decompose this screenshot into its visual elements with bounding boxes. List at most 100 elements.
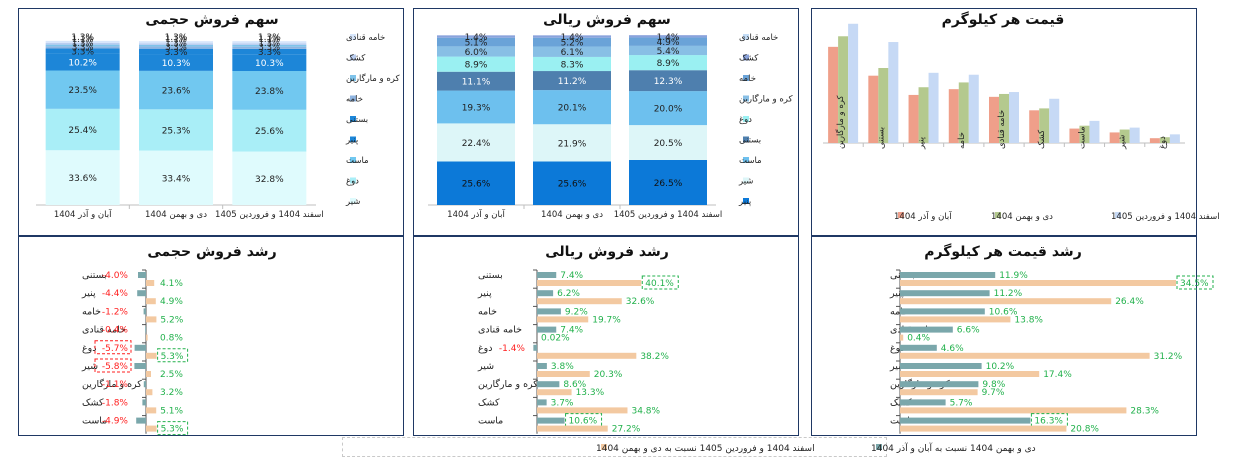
bar xyxy=(908,94,919,143)
category-label: پنیر xyxy=(477,288,492,299)
category-label: خامه قنادی xyxy=(82,325,126,336)
data-label: 3.8% xyxy=(551,362,574,372)
data-label: 11.2% xyxy=(558,77,587,87)
growth-bar xyxy=(537,417,565,424)
highlight-box xyxy=(157,348,189,363)
bar-segment xyxy=(232,46,307,49)
data-label: 10.6% xyxy=(989,307,1018,317)
bar-segment xyxy=(437,46,515,57)
bar-segment xyxy=(232,71,307,110)
data-label: -4.0% xyxy=(102,271,129,281)
bar xyxy=(968,74,979,143)
x-tick-label: شیر xyxy=(1118,135,1128,150)
bar-segment xyxy=(629,125,707,160)
data-label: 6.2% xyxy=(557,289,580,299)
data-label: 10.2% xyxy=(986,362,1015,372)
data-label: 1.4% xyxy=(657,33,680,43)
data-label: 13.3% xyxy=(576,388,605,398)
data-label: -1.8% xyxy=(102,398,129,408)
data-label-small: 1.3% xyxy=(259,39,281,49)
growth-bar xyxy=(533,344,537,351)
category-label: بستنی xyxy=(478,270,503,281)
legend-label: پنیر xyxy=(345,136,359,146)
bar-segment xyxy=(533,46,611,57)
growth-bar xyxy=(900,399,946,406)
data-label: 20.1% xyxy=(558,104,587,114)
data-label: 4.6% xyxy=(941,344,964,354)
growth-bar xyxy=(134,344,146,351)
data-label: 6.0% xyxy=(465,48,488,58)
growth-bar xyxy=(143,381,146,388)
x-tick-label: آبان و آذر 1404 xyxy=(54,208,112,220)
category-label: دوغ xyxy=(890,343,905,354)
legend-label: خامه قنادی xyxy=(739,33,778,43)
legend-label: آبان و آذر 1404 xyxy=(894,210,952,222)
chart-title: سهم فروش حجمی xyxy=(145,12,278,28)
growth-bar xyxy=(900,417,1031,424)
legend-label: دوغ xyxy=(739,115,752,125)
bar-segment xyxy=(232,109,307,152)
x-tick-label: بستنی xyxy=(876,127,886,149)
category-label: خامه xyxy=(478,306,497,317)
data-label: 5.2% xyxy=(160,315,183,325)
growth-bar xyxy=(146,371,151,377)
data-label: 2.5% xyxy=(160,370,183,380)
legend-label: کره و مارگارین xyxy=(739,94,793,105)
data-label: 5.3% xyxy=(161,352,184,362)
growth-bar xyxy=(900,344,937,351)
growth-bar xyxy=(537,399,547,406)
growth-bar xyxy=(537,280,642,286)
bar xyxy=(1169,134,1180,143)
bar xyxy=(1149,138,1160,143)
x-tick-label: خامه xyxy=(957,132,967,149)
data-label: -1.4% xyxy=(499,344,526,354)
data-label: 20.8% xyxy=(1070,425,1099,435)
growth-bar xyxy=(145,326,146,333)
data-label: 11.1% xyxy=(462,78,491,88)
data-label: -1.1% xyxy=(102,380,129,390)
highlight-box xyxy=(157,421,189,436)
data-label: 3.2% xyxy=(160,388,183,398)
growth-bar xyxy=(900,363,982,369)
category-label: ماست xyxy=(478,416,503,427)
bar-segment xyxy=(45,70,120,109)
growth-bar xyxy=(537,316,589,323)
growth-bar xyxy=(146,298,156,305)
data-label: 6.6% xyxy=(957,326,980,336)
data-label-top: 1.3% xyxy=(258,33,281,43)
legend-swatch xyxy=(743,198,749,204)
growth-bar xyxy=(900,308,985,315)
bar xyxy=(868,75,879,143)
legend-swatch xyxy=(350,34,356,40)
bar xyxy=(878,68,889,143)
bar-segment xyxy=(232,44,307,47)
data-label-small: 1.1% xyxy=(72,35,94,45)
legend-label: ماست xyxy=(739,156,762,166)
growth-bar xyxy=(146,407,157,414)
bar xyxy=(1069,128,1080,143)
data-label: 4.9% xyxy=(657,38,680,48)
data-label-small: 1.1% xyxy=(165,35,187,45)
data-label: 20.0% xyxy=(654,105,683,115)
bar xyxy=(848,23,859,144)
bar-segment xyxy=(139,54,213,71)
bar-segment xyxy=(45,108,120,151)
bar-segment xyxy=(629,55,707,71)
x-tick-label: دی و بهمن 1404 xyxy=(541,210,603,220)
x-tick-label: کره و مارگارین xyxy=(835,95,846,149)
data-label: 31.2% xyxy=(1154,352,1183,362)
legend-label: شیر xyxy=(345,197,360,207)
data-label: 3.3% xyxy=(165,48,188,58)
legend-label-series2: اسفند 1404 و فروردین 1405 نسبت به دی و ب… xyxy=(596,444,815,454)
bar xyxy=(1009,92,1019,143)
legend-swatch xyxy=(1115,212,1121,218)
category-label: پنیر xyxy=(889,288,904,299)
data-label: 32.6% xyxy=(626,297,655,307)
highlight-box xyxy=(641,275,679,290)
growth-bar xyxy=(900,425,1067,432)
legend-label: خامه قنادی xyxy=(346,33,385,43)
legend-swatch xyxy=(743,116,749,122)
bar-segment xyxy=(533,124,611,162)
bar-segment xyxy=(139,43,213,45)
data-label: 4.9% xyxy=(160,297,183,307)
